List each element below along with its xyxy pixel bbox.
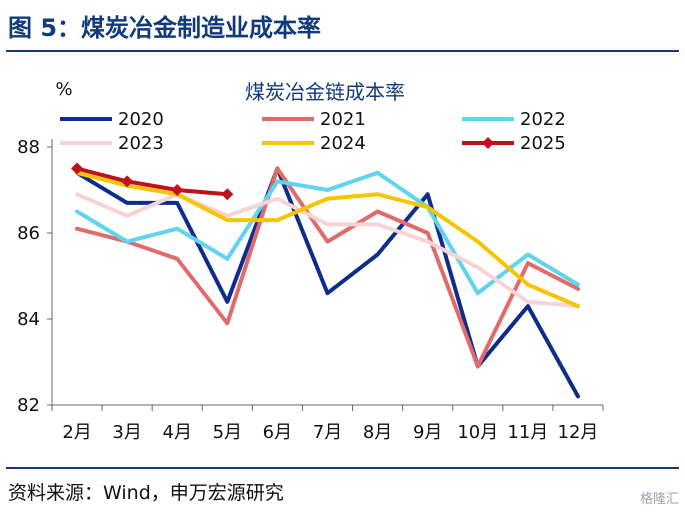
- data-point-2025: [171, 184, 184, 196]
- series-lines: [71, 162, 580, 399]
- legend-label-2024: 2024: [320, 133, 366, 154]
- data-point-2025: [71, 162, 84, 175]
- series-line-2021: [75, 166, 580, 369]
- y-tick-label: 84: [17, 309, 40, 330]
- legend: 2020 2021 2022 2023 2024 2025: [60, 109, 566, 154]
- x-tick-label: 6月: [263, 422, 292, 443]
- y-tick-label: 88: [17, 137, 40, 158]
- x-tick-label: 5月: [213, 422, 242, 443]
- x-tick-label: 8月: [363, 422, 392, 443]
- legend-label-2025: 2025: [520, 133, 566, 154]
- x-tick-label: 10月: [457, 422, 498, 443]
- footer-divider: [6, 467, 679, 469]
- legend-label-2020: 2020: [118, 109, 164, 130]
- y-tick-label: 82: [17, 395, 40, 416]
- legend-marker-2025: [482, 137, 494, 149]
- axes: 82 84 86 88 2月 3月 4月 5月 6月 7月 8月 9月 10月 11月 12月: [17, 137, 604, 443]
- series-line-2023: [75, 192, 580, 309]
- legend-label-2022: 2022: [520, 109, 566, 130]
- x-tick-label: 4月: [163, 422, 192, 443]
- series-line-2025: [75, 166, 230, 197]
- x-tick-label: 11月: [507, 422, 548, 443]
- source-note: 资料来源：Wind，申万宏源研究: [8, 482, 284, 504]
- x-tick-label: 12月: [558, 422, 599, 443]
- line-chart: 煤炭冶金链成本率 % 82 84 86 88 2月 3月 4月 5月 6月 7月 8月 9月 10月 11…: [17, 79, 604, 443]
- x-tick-label: 3月: [112, 422, 141, 443]
- legend-label-2023: 2023: [118, 133, 164, 154]
- x-tick-label: 2月: [62, 422, 91, 443]
- y-axis-unit: %: [55, 79, 72, 100]
- series-line-2024: [75, 170, 580, 309]
- x-tick-label: 7月: [313, 422, 342, 443]
- data-point-2025: [221, 188, 234, 201]
- y-tick-label: 86: [17, 223, 40, 244]
- watermark: 格隆汇: [639, 492, 679, 507]
- legend-label-2021: 2021: [320, 109, 366, 130]
- figure-title: 图 5：煤炭冶金制造业成本率: [8, 14, 322, 42]
- title-divider: [6, 50, 679, 52]
- data-point-2025: [121, 175, 134, 188]
- x-tick-label: 9月: [413, 422, 442, 443]
- chart-title: 煤炭冶金链成本率: [245, 80, 405, 104]
